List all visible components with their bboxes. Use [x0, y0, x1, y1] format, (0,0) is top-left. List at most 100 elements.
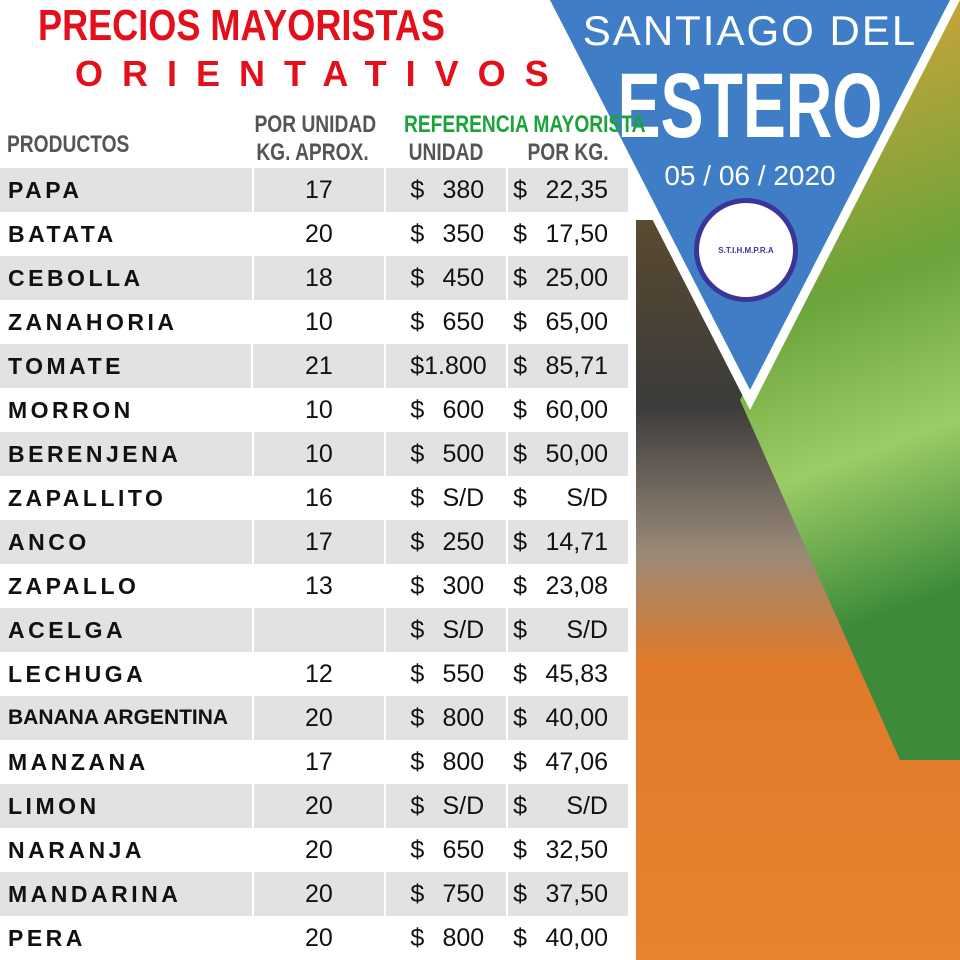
- product-name: BERENJENA: [8, 440, 182, 467]
- product-name: ZANAHORIA: [8, 308, 178, 335]
- product-name: MORRON: [8, 396, 134, 423]
- kg-per-unit: 12: [251, 652, 385, 696]
- header-per-unit-1: POR UNIDAD: [254, 111, 377, 138]
- currency: $: [513, 263, 528, 292]
- kg-per-unit: 10: [251, 388, 385, 432]
- unit-price-value: S/D: [442, 483, 485, 512]
- table-row: ZANAHORIA 10 $650 $65,00: [0, 300, 628, 344]
- currency: $: [410, 791, 425, 820]
- table-row: BATATA 20 $350 $17,50: [0, 212, 628, 256]
- unit-price: $300: [384, 564, 506, 608]
- kg-per-unit: 20: [251, 916, 385, 960]
- unit-price-value: S/D: [442, 791, 485, 820]
- currency: $: [513, 703, 528, 732]
- currency: $: [410, 307, 425, 336]
- price-per-kg: $14,71: [506, 520, 628, 564]
- price-per-kg-value: 23,08: [545, 571, 608, 600]
- title-line1: PRECIOS MAYORISTAS: [38, 1, 445, 50]
- price-per-kg: $37,50: [506, 872, 628, 916]
- kg-per-unit: 17: [251, 168, 385, 212]
- price-per-kg: $65,00: [506, 300, 628, 344]
- price-per-kg: $22,35: [506, 168, 628, 212]
- header-per-unit-2: KG. APROX.: [256, 139, 369, 166]
- unit-price: $550: [384, 652, 506, 696]
- currency: $: [513, 835, 528, 864]
- currency: $: [410, 571, 425, 600]
- kg-per-unit: 13: [251, 564, 385, 608]
- logo-text: S.T.I.H.M.P.R.A: [718, 245, 774, 255]
- unit-price-value: 800: [442, 923, 485, 952]
- product-name: LECHUGA: [8, 660, 147, 687]
- currency: $: [513, 659, 528, 688]
- unit-price-value: 250: [442, 527, 485, 556]
- kg-per-unit: 20: [251, 212, 385, 256]
- kg-per-unit: 18: [251, 256, 385, 300]
- currency: $: [410, 615, 425, 644]
- unit-price: $800: [384, 740, 506, 784]
- kg-per-unit: [251, 608, 385, 652]
- table-row: LECHUGA 12 $550 $45,83: [0, 652, 628, 696]
- title-line2: ORIENTATIVOS: [75, 53, 568, 94]
- city-name-line1: SANTIAGO DEL: [582, 7, 918, 54]
- price-per-kg: $40,00: [506, 696, 628, 740]
- unit-price: $ S/D: [384, 476, 506, 520]
- date: 05 / 06 / 2020: [664, 160, 836, 191]
- unit-price-value: 380: [442, 175, 485, 204]
- product-name: PERA: [8, 924, 86, 951]
- currency: $: [410, 219, 425, 248]
- header-products: PRODUCTOS: [7, 131, 130, 158]
- table-row: ZAPALLO 13 $300 $23,08: [0, 564, 628, 608]
- product-name: CEBOLLA: [8, 264, 144, 291]
- header-unit: UNIDAD: [408, 139, 484, 166]
- price-per-kg: $85,71: [506, 344, 628, 388]
- currency: $: [513, 351, 528, 380]
- currency: $: [513, 791, 528, 820]
- currency: $: [513, 219, 528, 248]
- price-per-kg-value: 45,83: [545, 659, 608, 688]
- unit-price: $1.800: [384, 344, 506, 388]
- kg-per-unit: 21: [251, 344, 384, 388]
- header-per-kg: POR KG.: [527, 139, 609, 166]
- price-per-kg-value: 37,50: [545, 879, 608, 908]
- currency: $: [513, 395, 528, 424]
- product-name: BATATA: [8, 220, 117, 247]
- currency: $: [410, 527, 425, 556]
- currency: $: [513, 879, 528, 908]
- product-name: PAPA: [8, 176, 83, 203]
- price-per-kg: $60,00: [506, 388, 628, 432]
- union-logo: S.T.I.H.M.P.R.A: [694, 198, 798, 302]
- unit-price-value: 800: [442, 747, 485, 776]
- product-name: BANANA ARGENTINA: [8, 706, 229, 729]
- currency: $: [410, 175, 425, 204]
- table-row: ZAPALLITO 16 $ S/D $ S/D: [0, 476, 628, 520]
- price-per-kg-value: 47,06: [545, 747, 608, 776]
- price-per-kg-value: 14,71: [545, 527, 608, 556]
- unit-price: $250: [384, 520, 506, 564]
- unit-price: $800: [384, 916, 506, 960]
- price-per-kg: $32,50: [506, 828, 628, 872]
- currency: $: [513, 439, 528, 468]
- price-per-kg-value: 85,71: [545, 351, 608, 380]
- unit-price: $ S/D: [384, 784, 506, 828]
- table-row: LIMON 20 $ S/D $ S/D: [0, 784, 628, 828]
- unit-price: $800: [384, 696, 506, 740]
- unit-price-value: 450: [442, 263, 485, 292]
- currency: $: [513, 923, 528, 952]
- table-row: ACELGA $ S/D $ S/D: [0, 608, 628, 652]
- currency: $: [513, 307, 528, 336]
- currency: $: [513, 483, 528, 512]
- unit-price: $600: [384, 388, 506, 432]
- product-name: MANDARINA: [8, 880, 182, 907]
- unit-price: $500: [384, 432, 506, 476]
- unit-price: $650: [384, 828, 506, 872]
- table-row: PERA 20 $800 $40,00: [0, 916, 628, 960]
- unit-price-value: 300: [442, 571, 485, 600]
- currency: $: [410, 879, 425, 908]
- currency: $: [410, 483, 425, 512]
- city-name-line2: ESTERO: [617, 55, 883, 157]
- product-name: ACELGA: [8, 616, 127, 643]
- kg-per-unit: 20: [251, 784, 385, 828]
- table-row: TOMATE 21 $1.800 $85,71: [0, 344, 628, 388]
- price-per-kg-value: 22,35: [545, 175, 608, 204]
- price-per-kg-value: S/D: [566, 791, 608, 820]
